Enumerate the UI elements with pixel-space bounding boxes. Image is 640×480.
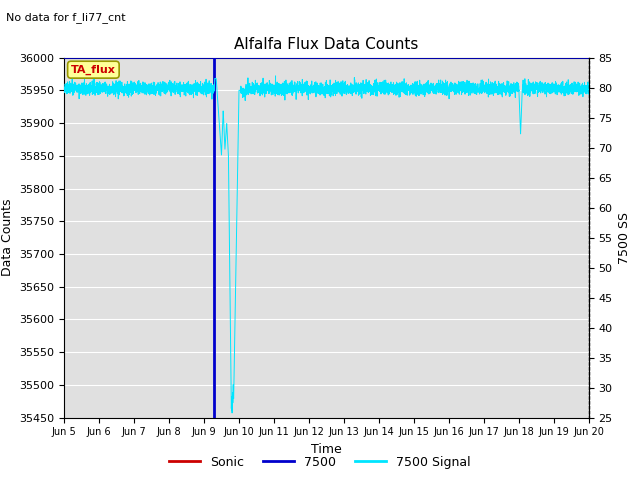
- Legend: Sonic, 7500, 7500 Signal: Sonic, 7500, 7500 Signal: [164, 451, 476, 474]
- Text: No data for f_li77_cnt: No data for f_li77_cnt: [6, 12, 126, 23]
- Text: TA_flux: TA_flux: [71, 64, 116, 75]
- Title: Alfalfa Flux Data Counts: Alfalfa Flux Data Counts: [234, 37, 419, 52]
- Y-axis label: Data Counts: Data Counts: [1, 199, 13, 276]
- X-axis label: Time: Time: [311, 443, 342, 456]
- Y-axis label: 7500 SS: 7500 SS: [618, 212, 631, 264]
